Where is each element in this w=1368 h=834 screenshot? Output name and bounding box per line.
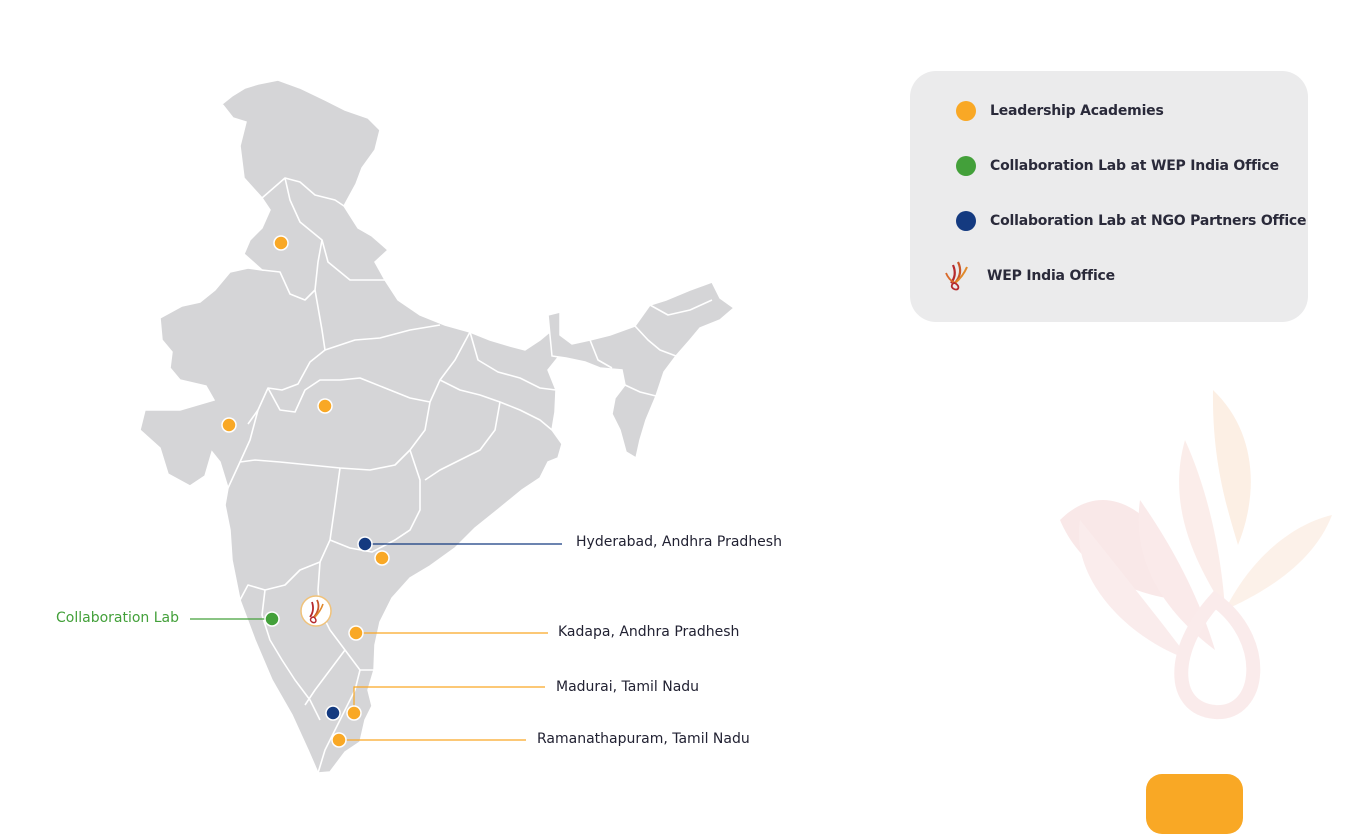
wep-office-marker-icon [300,595,332,627]
marker-leadership-mp [317,398,333,414]
navy-dot-icon [956,211,976,231]
marker-ngo-tamilnadu [325,705,341,721]
marker-leadership-punjab [273,235,289,251]
legend-panel: Leadership Academies Collaboration Lab a… [910,71,1308,322]
marker-leadership-kadapa [348,625,364,641]
label-collaboration-lab: Collaboration Lab [56,610,180,626]
legend-item-collab-wep: Collaboration Lab at WEP India Office [910,156,1279,176]
label-hyderabad: Hyderabad, Andhra Pradhesh [576,534,782,550]
wep-logo-icon [945,261,968,291]
label-kadapa: Kadapa, Andhra Pradhesh [558,624,740,640]
legend-item-leadership-academies: Leadership Academies [910,101,1164,121]
legend-label: Collaboration Lab at WEP India Office [990,158,1279,174]
legend-item-wep-office: WEP India Office [910,259,1115,293]
marker-leadership-madurai [346,705,362,721]
legend-label: Leadership Academies [990,103,1164,119]
map-markers [221,235,390,748]
marker-ngo-hyderabad [357,536,373,552]
marker-leadership-ramanathapuram [331,732,347,748]
marker-leadership-hyderabad [374,550,390,566]
green-dot-icon [956,156,976,176]
label-madurai: Madurai, Tamil Nadu [556,679,700,695]
legend-label: Collaboration Lab at NGO Partners Office [990,213,1307,229]
orange-dot-icon [956,101,976,121]
accent-tab-button[interactable] [1146,774,1243,834]
marker-collab-lab [264,611,280,627]
legend-label: WEP India Office [987,268,1115,284]
marker-leadership-gujarat [221,417,237,433]
legend-item-collab-ngo: Collaboration Lab at NGO Partners Office [910,211,1307,231]
watermark-logo-icon [1060,390,1332,719]
label-ramanathapuram: Ramanathapuram, Tamil Nadu [537,731,750,747]
connector-lines [190,543,562,741]
india-map [139,79,1332,774]
